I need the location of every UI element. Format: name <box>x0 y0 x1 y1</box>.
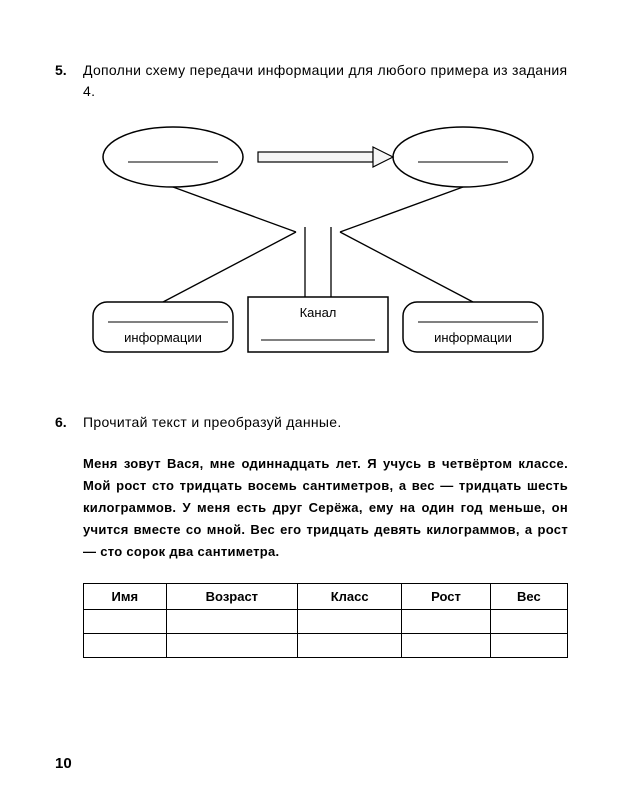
table-row <box>84 634 568 658</box>
cell <box>166 634 298 658</box>
cell <box>490 610 567 634</box>
cell <box>298 634 402 658</box>
cell <box>166 610 298 634</box>
right-box-label: информации <box>434 330 512 345</box>
col-age: Возраст <box>166 584 298 610</box>
task-6-prompt: Прочитай текст и преобразуй данные. <box>83 412 568 433</box>
task-5-prompt: Дополни схему передачи информации для лю… <box>83 60 568 102</box>
task-6-number: 6. <box>55 412 83 433</box>
cell <box>402 610 491 634</box>
task-5-diagram: информации Канал информации <box>83 122 568 377</box>
col-name: Имя <box>84 584 167 610</box>
information-flow-svg: информации Канал информации <box>83 122 553 372</box>
right-connector-top <box>340 187 463 232</box>
cell <box>84 634 167 658</box>
page-number: 10 <box>55 755 72 772</box>
task-6-table: Имя Возраст Класс Рост Вес <box>83 583 568 658</box>
left-box-label: информации <box>124 330 202 345</box>
cell <box>402 634 491 658</box>
center-box-label: Канал <box>300 305 337 320</box>
cell <box>490 634 567 658</box>
left-connector-bot <box>163 232 296 302</box>
col-height: Рост <box>402 584 491 610</box>
task-6-header: 6. Прочитай текст и преобразуй данные. <box>55 412 568 433</box>
task-5: 5. Дополни схему передачи информации для… <box>55 60 568 377</box>
table-header-row: Имя Возраст Класс Рост Вес <box>84 584 568 610</box>
right-connector-bot <box>340 232 473 302</box>
col-weight: Вес <box>490 584 567 610</box>
task-6: 6. Прочитай текст и преобразуй данные. М… <box>55 412 568 658</box>
task-5-number: 5. <box>55 60 83 102</box>
table-row <box>84 610 568 634</box>
task-6-body: Меня зовут Вася, мне одиннадцать лет. Я … <box>83 453 568 563</box>
left-connector-top <box>173 187 296 232</box>
arrow-icon <box>258 147 393 167</box>
col-class: Класс <box>298 584 402 610</box>
left-ellipse <box>103 127 243 187</box>
cell <box>84 610 167 634</box>
right-ellipse <box>393 127 533 187</box>
cell <box>298 610 402 634</box>
task-5-header: 5. Дополни схему передачи информации для… <box>55 60 568 102</box>
